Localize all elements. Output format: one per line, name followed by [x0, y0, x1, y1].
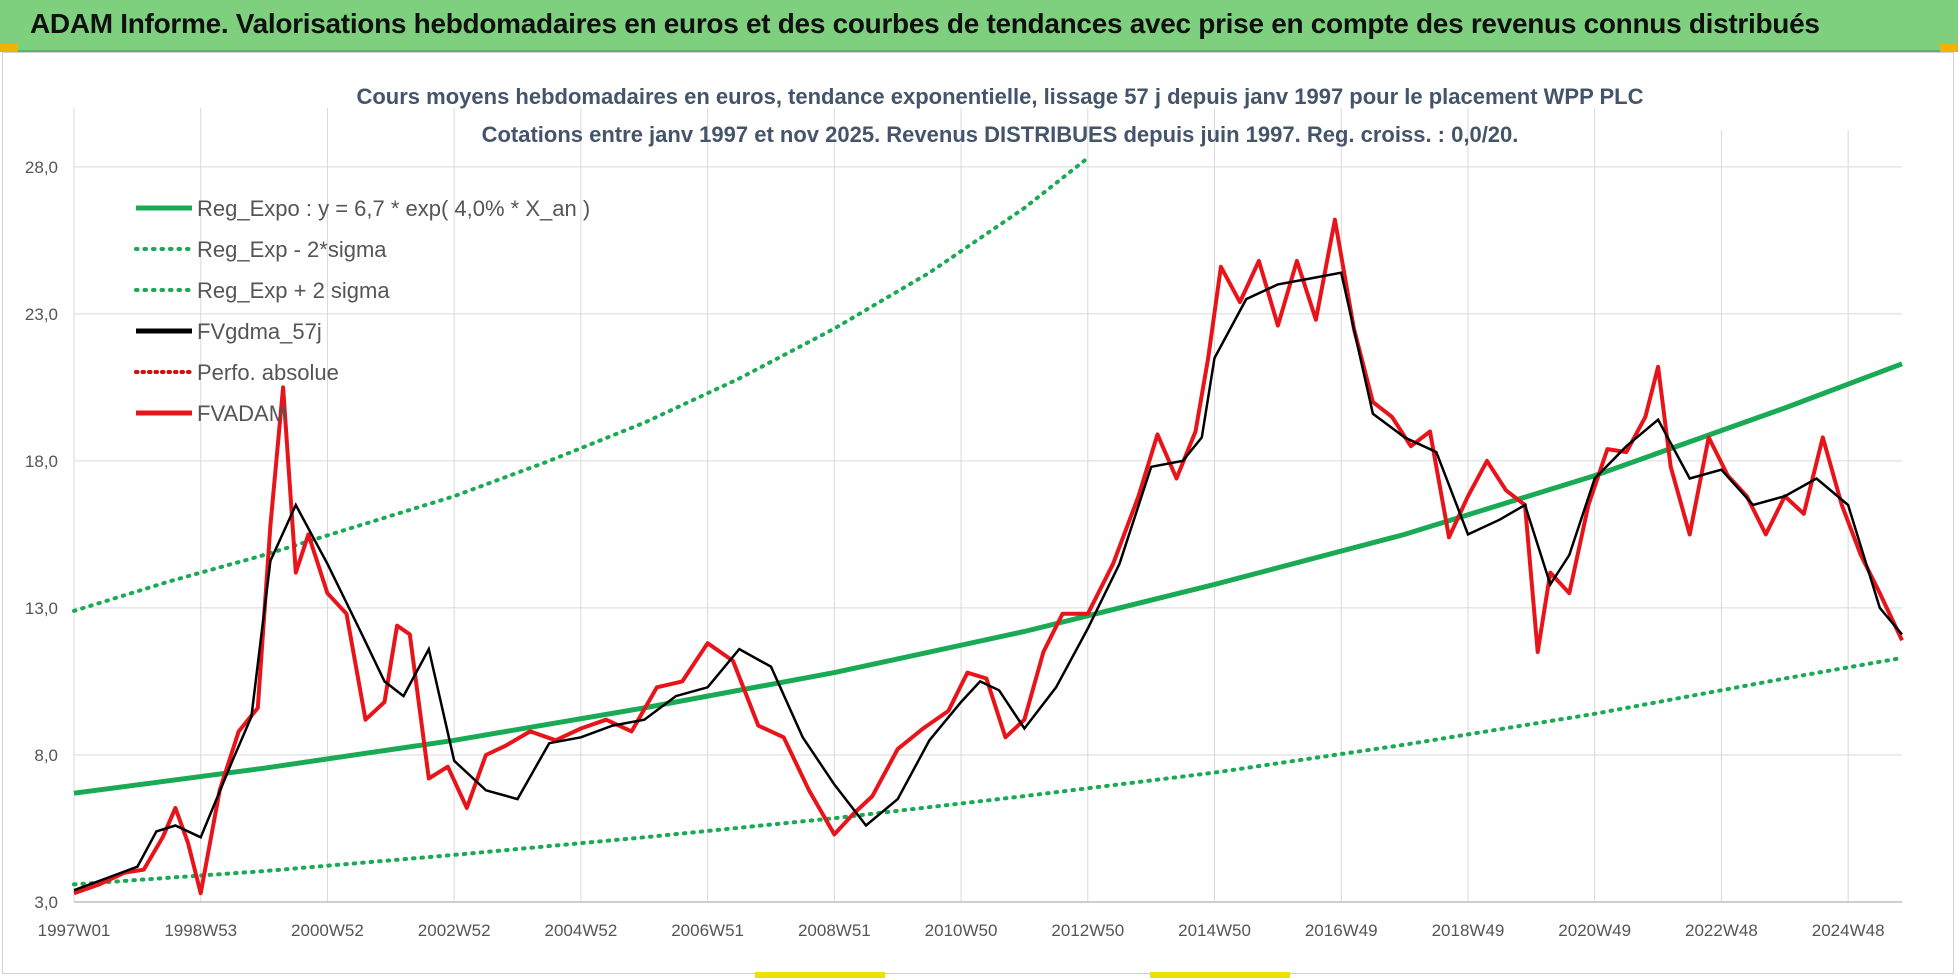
chart-title-line2: Cotations entre janv 1997 et nov 2025. R… [482, 122, 1519, 147]
series-line-1 [72, 655, 1904, 887]
x-tick-label: 2000W52 [291, 921, 364, 940]
series-line-0 [73, 361, 1903, 796]
title-backdrop [1622, 100, 1946, 130]
y-tick-label: 8,0 [34, 746, 58, 765]
legend-label-0: Reg_Expo : y = 6,7 * exp( 4,0% * X_an ) [197, 196, 590, 221]
bottom-marker-2 [1150, 972, 1290, 978]
series-lines [72, 156, 1904, 896]
chart-title-line1: Cours moyens hebdomadaires en euros, ten… [356, 84, 1643, 109]
x-tick-label: 2024W48 [1812, 921, 1885, 940]
x-tick-label: 2004W52 [545, 921, 618, 940]
y-tick-label: 28,0 [25, 158, 58, 177]
legend: Reg_Expo : y = 6,7 * exp( 4,0% * X_an ) R… [134, 196, 590, 426]
legend-label-5: FVADAM [197, 401, 287, 426]
x-tick-label: 2022W48 [1685, 921, 1758, 940]
x-axis-ticks: 1997W01 1998W53 2000W52 2002W52 2004W52 2006W… [38, 921, 1885, 940]
x-tick-label: 2008W51 [798, 921, 871, 940]
x-tick-label: 2020W49 [1558, 921, 1631, 940]
bottom-marker-1 [755, 972, 885, 978]
x-tick-label: 2012W50 [1051, 921, 1124, 940]
series-line-5 [73, 217, 1904, 896]
x-tick-label: 2010W50 [925, 921, 998, 940]
x-tick-label: 1997W01 [38, 921, 111, 940]
header-banner: ADAM Informe. Valorisations hebdomadaire… [0, 0, 1958, 52]
y-tick-label: 3,0 [34, 893, 58, 912]
y-tick-label: 13,0 [25, 599, 58, 618]
series-line-2 [72, 156, 1090, 613]
corner-marker-left [0, 44, 18, 52]
y-tick-label: 18,0 [25, 452, 58, 471]
x-tick-label: 1998W53 [164, 921, 237, 940]
page-title: ADAM Informe. Valorisations hebdomadaire… [30, 8, 1820, 39]
y-axis-ticks: 3,0 8,0 13,0 18,0 23,0 28,0 [25, 158, 58, 912]
y-tick-label: 23,0 [25, 305, 58, 324]
legend-label-3: FVgdma_57j [197, 319, 322, 344]
x-tick-label: 2014W50 [1178, 921, 1251, 940]
legend-label-2: Reg_Exp + 2 sigma [197, 278, 390, 303]
x-tick-label: 2002W52 [418, 921, 491, 940]
grid-lines [73, 108, 1902, 903]
legend-label-4: Perfo. absolue [197, 360, 339, 385]
x-tick-label: 2016W49 [1305, 921, 1378, 940]
chart-frame [2, 52, 1954, 974]
x-tick-label: 2018W49 [1432, 921, 1505, 940]
series-line-3 [73, 271, 1903, 892]
corner-marker-right [1940, 44, 1958, 52]
x-tick-label: 2006W51 [671, 921, 744, 940]
legend-label-1: Reg_Exp - 2*sigma [197, 237, 387, 262]
